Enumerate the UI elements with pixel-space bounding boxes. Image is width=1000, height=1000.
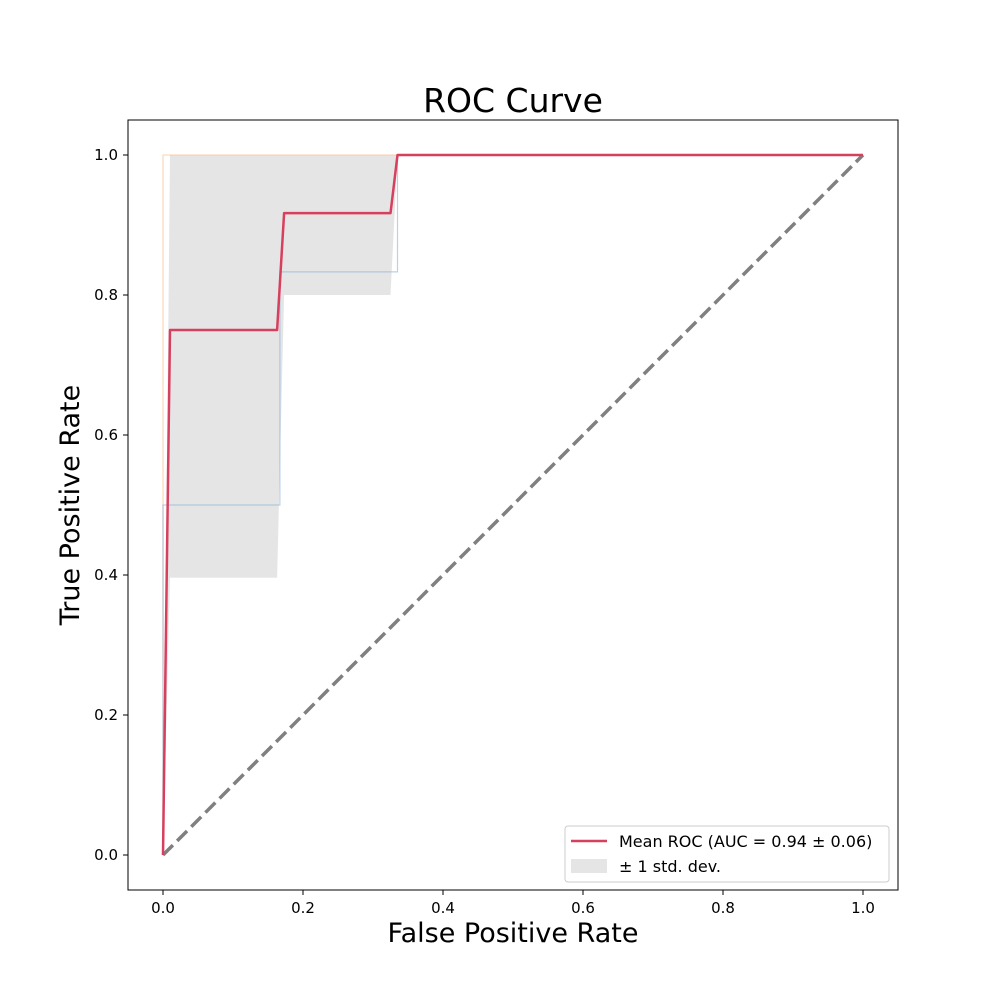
x-tick-label: 0.2 [291, 899, 315, 917]
x-tick-label: 0.0 [151, 899, 175, 917]
legend: Mean ROC (AUC = 0.94 ± 0.06) ± 1 std. de… [564, 825, 890, 883]
x-tick-label: 0.6 [571, 899, 595, 917]
legend-band-swatch [571, 859, 607, 873]
y-tick-label: 0.8 [94, 286, 118, 304]
y-tick-label: 0.4 [94, 566, 118, 584]
x-axis-title: False Positive Rate [388, 918, 639, 949]
legend-band-label: ± 1 std. dev. [619, 857, 721, 876]
legend-box [564, 825, 890, 883]
mean-roc-line [161, 153, 863, 856]
x-tick-label: 1.0 [851, 899, 875, 917]
x-tick-label: 0.8 [711, 899, 735, 917]
x-tick-label: 0.4 [431, 899, 455, 917]
chart-title: ROC Curve [423, 81, 603, 120]
std-dev-band [163, 155, 863, 855]
x-axis: 0.0 0.2 0.4 0.6 0.8 1.0 [151, 890, 875, 917]
y-tick-label: 1.0 [94, 146, 118, 164]
y-tick-label: 0.6 [94, 426, 118, 444]
y-axis: 0.0 0.2 0.4 0.6 0.8 1.0 [94, 146, 128, 864]
legend-mean-label: Mean ROC (AUC = 0.94 ± 0.06) [619, 832, 872, 851]
y-axis-title: True Positive Rate [55, 385, 86, 627]
chance-diagonal-line [161, 153, 865, 857]
plot-area [161, 153, 865, 857]
y-tick-label: 0.0 [94, 846, 118, 864]
y-tick-label: 0.2 [94, 706, 118, 724]
plot-frame [127, 119, 899, 891]
